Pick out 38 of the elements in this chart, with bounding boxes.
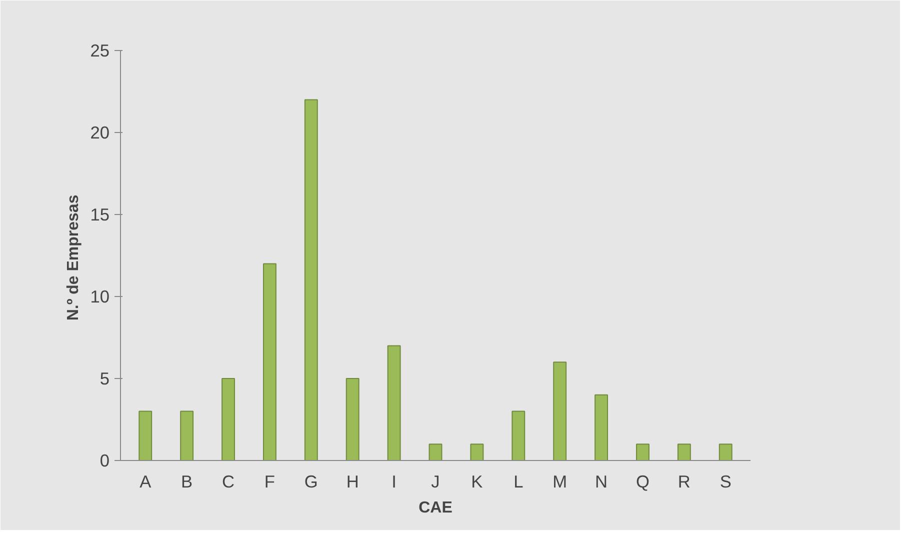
x-tick-label: N [595, 472, 608, 492]
y-axis-title: N.º de Empresas [65, 194, 82, 321]
y-tick-label: 10 [90, 286, 110, 306]
bar [718, 444, 732, 460]
x-tick-label: G [304, 472, 318, 492]
x-tick-label: I [392, 472, 396, 492]
x-tick-label: F [264, 472, 276, 492]
y-tick-label: 25 [90, 40, 110, 60]
y-tick-label: 5 [100, 368, 110, 388]
bar [304, 99, 318, 460]
bar [180, 410, 194, 460]
x-tick-label: B [181, 472, 193, 492]
x-tick-label: J [431, 472, 440, 492]
x-tick-label: M [552, 472, 568, 492]
bar [470, 444, 484, 460]
bar [346, 378, 360, 460]
y-tick-label: 0 [100, 450, 110, 470]
x-tick-label: K [471, 472, 484, 492]
y-tick-label: 15 [90, 204, 110, 224]
bar [138, 410, 152, 460]
x-tick-label: S [720, 472, 732, 492]
bar [262, 263, 276, 460]
bar [553, 362, 567, 460]
bar [512, 410, 526, 460]
bar [387, 345, 401, 460]
x-axis-title: CAE [418, 500, 453, 516]
bar [428, 444, 442, 460]
x-tick-label: H [346, 472, 359, 492]
x-tick-label: L [514, 472, 524, 492]
bar [594, 394, 608, 460]
x-tick-label: A [140, 472, 152, 492]
x-tick-label: Q [636, 472, 650, 492]
x-tick-label: C [222, 472, 235, 492]
bar [222, 378, 235, 460]
bar [677, 444, 691, 460]
x-tick-label: R [678, 472, 690, 492]
y-tick-label: 20 [90, 122, 110, 142]
bar [636, 444, 650, 460]
